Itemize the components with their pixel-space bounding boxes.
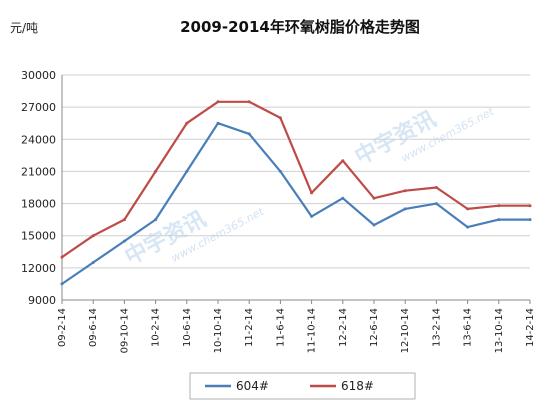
- x-axis-ticks: 09-2-14 09-6-14 09-10-14 10-2-14 10-6-14 10-1…: [57, 300, 536, 353]
- y-tick-label: 30000: [21, 69, 56, 82]
- data-point: [372, 223, 376, 227]
- data-point: [497, 218, 501, 222]
- y-tick-label: 24000: [21, 133, 56, 146]
- data-point: [341, 159, 345, 163]
- x-tick-label: 11-10-14: [307, 308, 318, 353]
- data-point: [497, 204, 501, 208]
- data-point: [528, 204, 532, 208]
- data-point: [310, 214, 314, 218]
- series-lines: [60, 100, 532, 286]
- data-point: [310, 191, 314, 195]
- data-point: [528, 218, 532, 222]
- x-tick-label: 10-2-14: [151, 308, 162, 347]
- data-point: [247, 132, 251, 136]
- data-point: [60, 255, 64, 259]
- y-tick-label: 12000: [21, 262, 56, 275]
- series-line-1: [60, 122, 532, 285]
- y-tick-label: 21000: [21, 165, 56, 178]
- data-point: [154, 169, 158, 173]
- x-tick-label: 11-6-14: [275, 308, 286, 347]
- data-point: [434, 186, 438, 189]
- x-tick-label: 13-10-14: [494, 308, 505, 353]
- chart-title: 2009-2014年环氧树脂价格走势图: [180, 18, 420, 36]
- legend: 604# 618#: [189, 372, 416, 400]
- x-tick-label: 10-10-14: [213, 308, 224, 353]
- x-tick-label: 12-6-14: [369, 308, 380, 347]
- data-point: [216, 121, 220, 125]
- x-tick-label: 12-10-14: [400, 308, 411, 353]
- data-point: [372, 196, 376, 200]
- x-tick-label: 09-2-14: [57, 308, 68, 347]
- y-tick-label: 15000: [21, 230, 56, 243]
- data-point: [278, 169, 282, 173]
- data-point: [185, 121, 189, 125]
- data-point: [216, 100, 220, 104]
- y-tick-label: 27000: [21, 101, 56, 114]
- y-axis-ticks: 9000 12000 15000 18000 21000 24000 27000 30000: [21, 69, 56, 307]
- y-tick-label: 9000: [28, 294, 56, 307]
- x-tick-label: 14-2-14: [525, 308, 536, 347]
- x-tick-label: 13-2-14: [431, 308, 442, 347]
- x-tick-label: 09-10-14: [119, 308, 130, 353]
- data-point: [466, 207, 470, 211]
- x-tick-label: 13-6-14: [463, 308, 474, 347]
- x-tick-label: 11-2-14: [244, 308, 255, 347]
- watermark-2: 中宇资讯 www.chem365.net: [351, 105, 496, 171]
- watermark-group: 中宇资讯 www.chem365.net 中宇资讯 www.chem365.ne…: [121, 105, 496, 271]
- legend-label: 604#: [236, 379, 269, 393]
- data-point: [91, 261, 95, 264]
- grid-lines: [61, 74, 530, 301]
- data-point: [403, 207, 407, 211]
- data-point: [278, 116, 282, 120]
- x-tick-label: 09-6-14: [88, 308, 99, 347]
- data-point: [247, 100, 251, 104]
- series-line-2: [60, 100, 532, 259]
- data-point: [434, 202, 438, 206]
- y-tick-label: 18000: [21, 198, 56, 211]
- y-axis-unit: 元/吨: [10, 21, 38, 35]
- data-point: [122, 239, 126, 243]
- legend-label: 618#: [341, 379, 374, 393]
- data-point: [341, 196, 345, 200]
- data-point: [91, 234, 95, 238]
- x-tick-label: 10-6-14: [182, 308, 193, 347]
- data-point: [60, 282, 64, 286]
- data-point: [466, 225, 470, 229]
- data-point: [122, 218, 126, 222]
- data-point: [185, 169, 189, 173]
- x-tick-label: 12-2-14: [338, 308, 349, 347]
- data-point: [154, 218, 158, 222]
- data-point: [403, 189, 407, 193]
